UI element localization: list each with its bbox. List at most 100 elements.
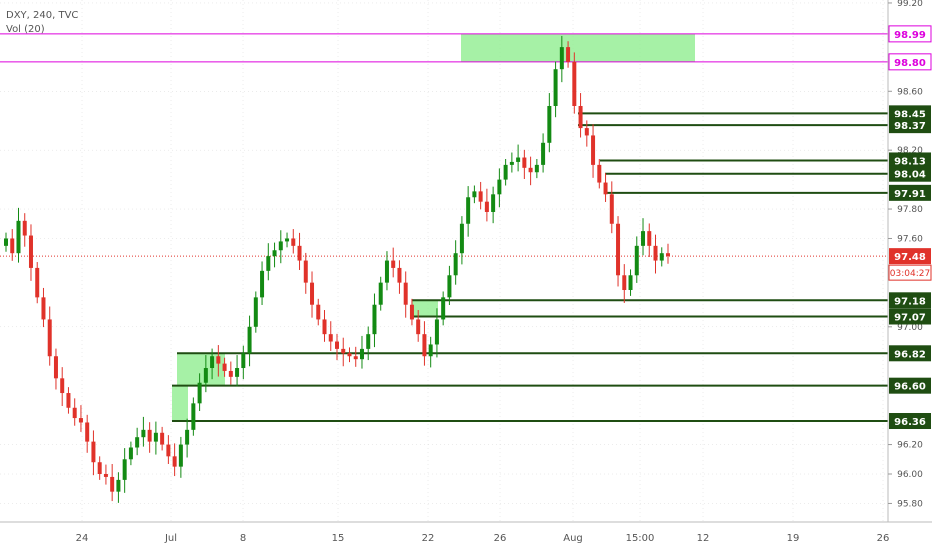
candle-body [478,191,483,202]
candle-body [547,106,552,143]
candle-body [641,231,646,246]
candle-body [272,250,277,257]
candle-body [497,179,502,195]
candle-body [653,245,658,261]
candle-body [178,444,183,467]
candle-body [247,326,252,354]
candle-body [622,275,627,290]
candle-body [366,334,371,349]
candle-body [591,135,596,165]
level-price-label: 98.99 [894,30,926,41]
candle-body [447,275,452,298]
price-zone [461,33,695,62]
candle-body [403,282,408,305]
candle-body [428,344,433,357]
candle-body [666,253,670,257]
level-price-label: 98.37 [894,121,926,132]
candle-body [35,267,40,298]
level-price-label: 98.80 [894,58,926,69]
candle-body [291,238,296,246]
price-tick-label: 98.20 [897,146,923,156]
candle-body [110,476,115,492]
time-tick-label: 15:00 [626,533,655,544]
candle-body [378,282,383,305]
level-price-badge [889,308,931,325]
candle-body [466,197,471,224]
time-tick-label: 22 [422,533,435,544]
level-price-label: 96.60 [894,382,926,393]
candle-body [303,260,308,283]
candle-body [141,429,146,438]
time-axis-labels: 24 Jul 8 15 22 26 Aug 15:00 12 19 26 [76,533,890,544]
candle-body [616,223,621,276]
candle-body [197,382,202,404]
candle-body [235,368,240,377]
candle-body [347,353,352,357]
candle-body [241,353,246,369]
candle-body [210,356,215,369]
candle-body [266,256,271,271]
candle-body [409,304,414,320]
candle-body [516,157,521,162]
candle-body [172,456,177,467]
candle-body [335,341,339,349]
candle-body [453,253,458,276]
candle-body [572,61,577,106]
candle-body [634,245,639,276]
candle-body [584,128,589,136]
level-price-label: 98.45 [894,109,926,120]
current-price-badge [889,248,931,265]
candle-body [578,106,583,129]
level-price-badge [889,377,931,394]
price-tick-label: 98.60 [897,87,923,97]
time-tick-label: 19 [787,533,800,544]
candle-body [509,161,514,165]
price-zone [412,300,438,317]
price-tick-label: 97.80 [897,205,923,215]
level-price-badge [889,152,931,169]
price-axis-labels: 99.20 98.60 98.20 97.80 97.60 97.00 96.20 96.00… [888,0,923,509]
candle-body [4,238,8,246]
candle-body [359,348,364,360]
time-tick-label: Jul [164,533,177,544]
candle-body [484,201,489,212]
candle-body [491,194,496,212]
candle-body [47,319,52,357]
candle-body [253,297,258,327]
level-price-label: 98.04 [894,170,926,181]
candle-body [553,69,558,106]
candle-body [559,47,564,70]
price-tick-label: 97.60 [897,234,923,244]
level-price-label: 96.82 [894,349,926,360]
candle-body [222,363,227,371]
time-tick-label: 12 [697,533,710,544]
time-tick-label: 24 [76,533,89,544]
candle-body [216,356,221,364]
candle-body [416,319,421,335]
candle-body [472,191,477,198]
candle-body [528,167,533,173]
candle-body [316,304,321,320]
candle-body [609,194,614,224]
candle-body [22,220,27,236]
candle-body [353,356,358,360]
level-price-badge [889,345,931,362]
price-tick-label: 99.20 [897,0,923,9]
chart-grid [0,0,888,522]
time-tick-label: 8 [240,533,246,544]
volume-indicator-label[interactable]: Vol (20) [6,24,45,35]
countdown-label: 03:04:27 [890,269,930,279]
level-price-label: 97.07 [894,312,926,323]
candle-body [191,403,196,430]
candle-body [260,270,265,298]
level-price-badge [889,184,931,201]
level-price-badge [889,165,931,182]
level-price-badge [888,25,932,43]
candle-body [203,368,208,383]
candle-body [16,220,21,254]
price-tick-label: 97.00 [897,323,923,333]
current-price-label: 97.48 [894,252,926,263]
candle-body [53,356,58,379]
level-price-label: 97.18 [894,296,926,307]
